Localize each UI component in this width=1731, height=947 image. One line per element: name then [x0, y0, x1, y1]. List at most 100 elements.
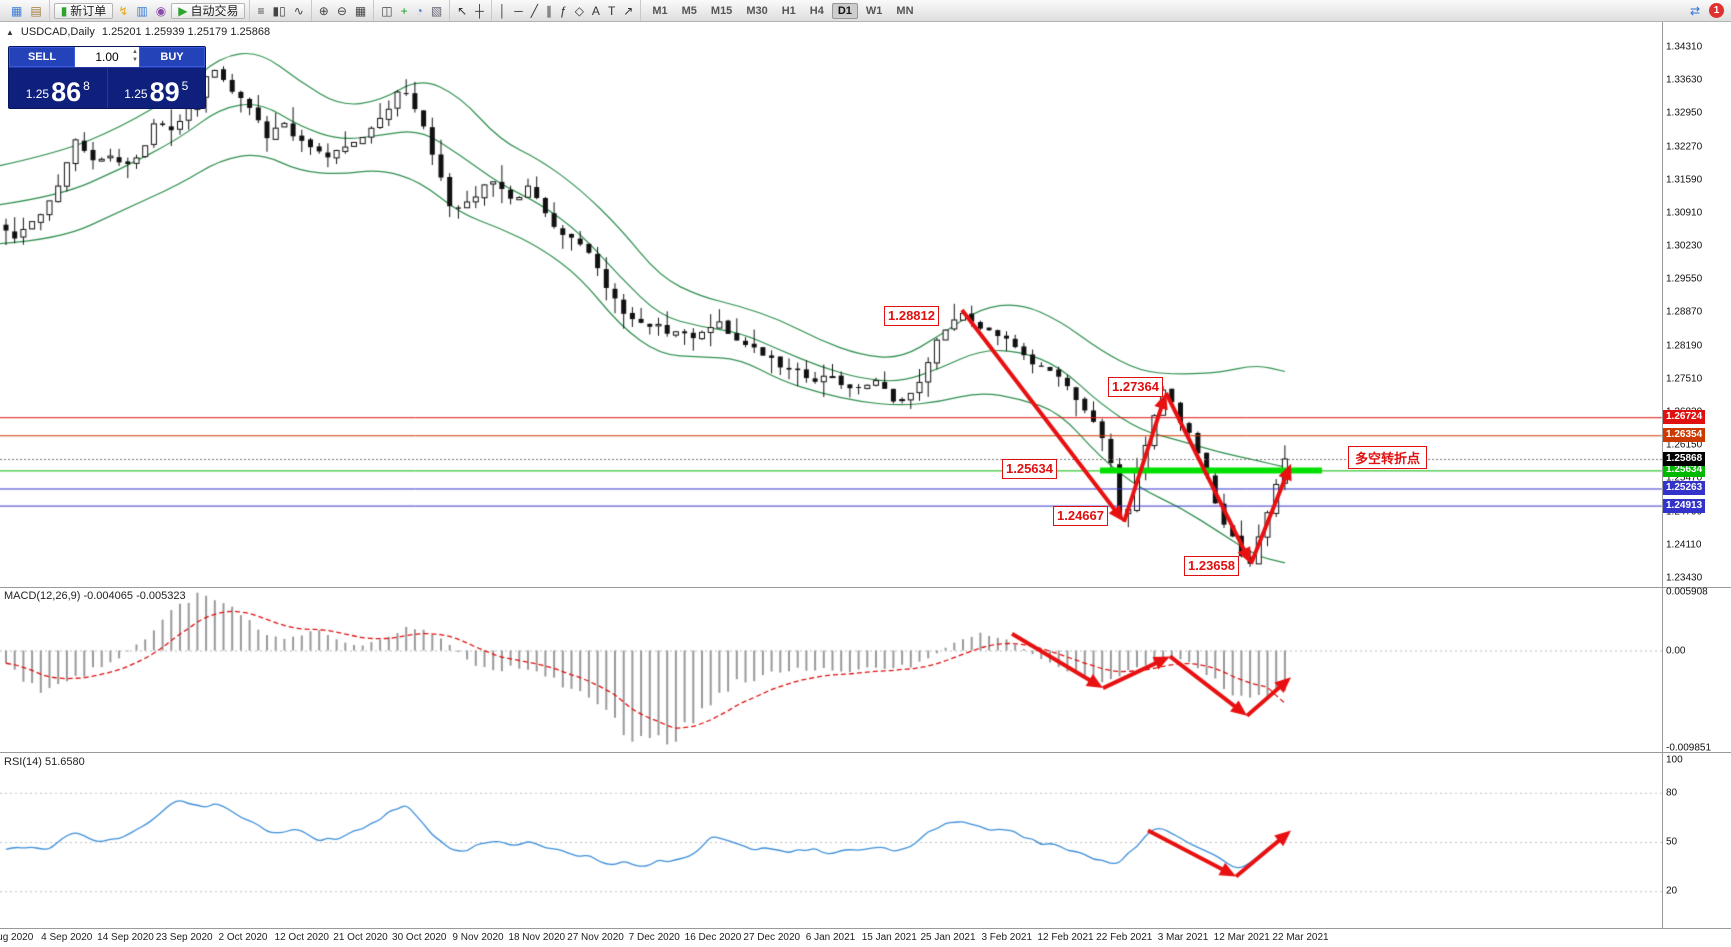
- date-tick: 3 Mar 2021: [1157, 932, 1209, 943]
- date-tick: 12 Feb 2021: [1037, 932, 1094, 943]
- price-tick: 1.27510: [1666, 373, 1703, 385]
- lot-size-input[interactable]: 1.00 ▲ ▼: [75, 47, 139, 67]
- price-annotation-box[interactable]: 1.24667: [1053, 506, 1108, 526]
- trendline-icon: ╱: [530, 3, 538, 18]
- rsi-tick: 80: [1666, 787, 1678, 799]
- autotrading-icon: ▶: [178, 3, 188, 18]
- toolbar-group-cursor: ↖ ┼: [450, 0, 492, 21]
- timeframe-d1[interactable]: D1: [831, 2, 858, 19]
- quick-trade-icon: ↯: [118, 3, 129, 18]
- price-annotation-box[interactable]: 1.28812: [884, 306, 939, 326]
- price-annotation-box[interactable]: 1.27364: [1108, 377, 1163, 397]
- date-tick: 21 Oct 2020: [333, 932, 388, 943]
- price-tick: 1.31590: [1666, 174, 1703, 186]
- sell-price[interactable]: 1.25 86 8: [9, 68, 108, 108]
- price-tick: 1.28870: [1666, 306, 1703, 318]
- trendline-icon[interactable]: ╱: [528, 4, 541, 18]
- price-annotation-box[interactable]: 1.25634: [1002, 459, 1057, 479]
- timeframe-h4[interactable]: H4: [809, 4, 824, 17]
- price-tick: 1.32950: [1666, 107, 1703, 119]
- price-axis-line: [1662, 22, 1663, 928]
- pane-separator-macd[interactable]: [0, 587, 1731, 588]
- crosshair-icon: ┼: [475, 3, 484, 18]
- date-tick: 12 Mar 2021: [1213, 932, 1270, 943]
- fibonacci-icon: ƒ: [560, 3, 567, 18]
- rsi-tick: 50: [1666, 836, 1678, 848]
- timeframe-mn[interactable]: MN: [896, 4, 914, 17]
- arrange-windows-icon[interactable]: ◫: [378, 4, 395, 18]
- channel-icon: ∥: [546, 3, 552, 18]
- price-line-label: 1.25263: [1663, 481, 1706, 496]
- journal-icon[interactable]: ▤: [27, 4, 44, 18]
- timeframe-m5[interactable]: M5: [681, 4, 697, 17]
- ohlc-bars-icon: ≡: [257, 3, 265, 18]
- line-chart-icon[interactable]: ∿: [291, 4, 307, 18]
- candlestick-chart-icon[interactable]: ▮▯: [269, 4, 288, 18]
- cursor-icon[interactable]: ↖: [454, 4, 470, 18]
- lot-spin-up-icon[interactable]: ▲: [132, 49, 138, 55]
- periods-icon[interactable]: ◔: [413, 4, 426, 18]
- arrows-icon: ↗: [623, 3, 634, 18]
- bull-bear-turning-point-note[interactable]: 多空转折点: [1348, 446, 1428, 469]
- price-tick: 1.28190: [1666, 340, 1703, 352]
- symbol-period-label: USDCAD,Daily: [20, 26, 95, 38]
- buy-button[interactable]: BUY: [139, 47, 205, 67]
- toolbar-group-system: ▦ ▤: [4, 0, 50, 21]
- price-annotation-box[interactable]: 1.23658: [1184, 556, 1239, 576]
- timeframe-m15[interactable]: M15: [710, 4, 733, 17]
- add-indicator-icon[interactable]: +: [398, 4, 411, 18]
- zoom-in-icon[interactable]: ⊕: [316, 4, 332, 18]
- tile-windows-icon[interactable]: ▦: [352, 4, 369, 18]
- horizontal-line-icon[interactable]: ─: [511, 4, 526, 18]
- quick-trade-icon[interactable]: ↯: [115, 4, 131, 18]
- shapes-icon[interactable]: ◇: [572, 4, 587, 18]
- sync-icon[interactable]: ⇄: [1689, 3, 1700, 18]
- lot-spin-down-icon[interactable]: ▼: [132, 57, 138, 64]
- price-tick: 1.33630: [1666, 74, 1703, 86]
- toolbar-group-chart-type: ≡ ▮▯ ∿: [250, 0, 312, 21]
- date-tick: 30 Oct 2020: [392, 932, 447, 943]
- fibonacci-icon[interactable]: ƒ: [557, 4, 570, 18]
- date-tick: 2 Oct 2020: [218, 932, 268, 943]
- text-icon[interactable]: A: [589, 4, 603, 18]
- one-click-toggle-icon[interactable]: ▲: [6, 27, 14, 37]
- channel-icon[interactable]: ∥: [543, 4, 555, 18]
- crosshair-icon[interactable]: ┼: [472, 4, 487, 18]
- rsi-tick: 20: [1666, 885, 1678, 897]
- notification-badge[interactable]: 1: [1709, 3, 1724, 18]
- lot-spinner[interactable]: ▲ ▼: [132, 48, 138, 65]
- date-tick: 6 Aug 2020: [0, 932, 34, 943]
- price-tick: 1.30910: [1666, 207, 1703, 219]
- timeframe-m30[interactable]: M30: [746, 4, 768, 17]
- toolbar-right: ⇄ 1: [1686, 3, 1727, 18]
- timeframe-w1[interactable]: W1: [865, 4, 883, 17]
- one-click-trading-panel: SELL 1.00 ▲ ▼ BUY 1.25 86 8 1.25 89 5: [8, 46, 206, 109]
- market-depth-icon[interactable]: ▥: [133, 4, 150, 18]
- autotrading-button[interactable]: ▶ 自动交易: [171, 2, 246, 19]
- arrows-icon[interactable]: ↗: [620, 4, 636, 18]
- macd-tick: -0.009851: [1666, 742, 1712, 754]
- label-icon: T: [607, 3, 616, 18]
- label-icon[interactable]: T: [605, 4, 618, 18]
- pane-separator-rsi[interactable]: [0, 752, 1731, 753]
- timeframe-h1[interactable]: H1: [781, 4, 796, 17]
- chart-window-icon: ▦: [11, 3, 23, 18]
- templates-icon[interactable]: ▧: [428, 4, 445, 18]
- new-order-button[interactable]: ▮ 新订单: [53, 2, 114, 19]
- price-tick: 1.32270: [1666, 141, 1703, 153]
- sell-button[interactable]: SELL: [9, 47, 75, 67]
- toolbar: ▦ ▤ ▮ 新订单 ↯ ▥ ◉ ▶ 自动交易 ≡ ▮▯ ∿ ⊕ ⊖ ▦ ◫ + ◔ ▧ ↖ ┼ │ ─ ╱ ∥ ƒ ◇ A T ↗ M1 M5…: [0, 0, 1731, 22]
- periods-icon: ◔: [415, 3, 423, 18]
- timeframe-m1[interactable]: M1: [652, 4, 668, 17]
- toolbar-group-manage: ◫ + ◔ ▧: [374, 0, 451, 21]
- community-icon[interactable]: ◉: [153, 4, 169, 18]
- chart-window-icon[interactable]: ▦: [8, 4, 25, 18]
- ohlc-bars-icon[interactable]: ≡: [254, 4, 267, 18]
- zoom-out-icon[interactable]: ⊖: [334, 4, 350, 18]
- buy-price[interactable]: 1.25 89 5: [108, 68, 206, 108]
- zoom-out-icon: ⊖: [336, 3, 347, 18]
- date-tick: 22 Feb 2021: [1096, 932, 1153, 943]
- vertical-line-icon[interactable]: │: [496, 4, 510, 18]
- sell-price-sup: 8: [83, 79, 90, 93]
